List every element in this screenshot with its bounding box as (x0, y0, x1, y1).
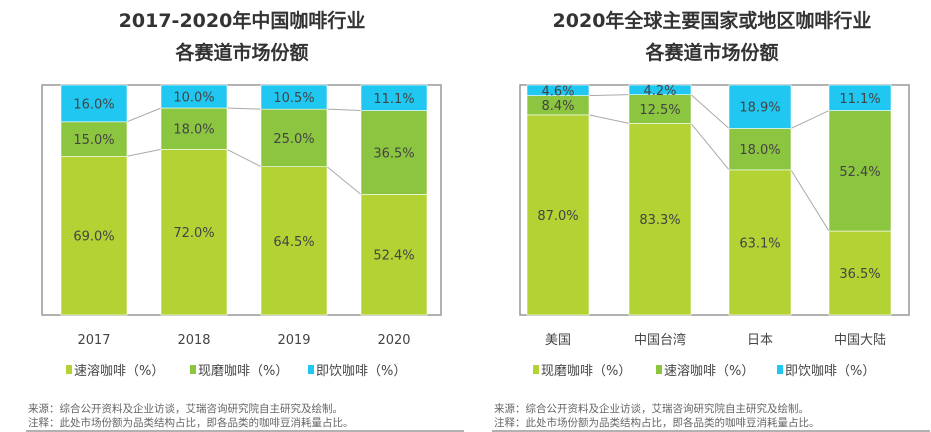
legend-label: 即饮咖啡（%） (316, 364, 406, 379)
legend-label: 现磨咖啡（%） (198, 364, 288, 379)
data-label: 4.2% (643, 84, 676, 99)
data-label: 10.5% (273, 91, 314, 106)
series-connector-line (226, 107, 262, 110)
bar-segment (728, 169, 792, 316)
bar-segment (828, 230, 892, 316)
footnote-source: 来源：综合公开资料及企业访谈，艾瑞咨询研究院自主研究及绘制。 (494, 402, 809, 415)
bar-segment (360, 110, 428, 195)
chart-subtitle: 各赛道市场份额 (644, 41, 778, 64)
series-connector-line (690, 123, 730, 171)
series-connector-line (588, 114, 630, 124)
bar-segment (526, 84, 590, 96)
legend-label: 现磨咖啡（%） (541, 364, 631, 379)
data-label: 72.0% (173, 226, 214, 241)
legend-swatch (656, 365, 662, 374)
chart-subtitle: 各赛道市场份额 (174, 41, 308, 64)
data-label: 64.5% (273, 235, 314, 250)
data-label: 15.0% (73, 133, 114, 148)
series-connector-line (126, 107, 162, 123)
legend-swatch (533, 365, 539, 374)
data-label: 18.0% (173, 123, 214, 138)
series-connector-line (790, 110, 830, 129)
category-tick-label: 2020 (377, 333, 410, 348)
data-label: 63.1% (739, 236, 780, 251)
data-label: 18.9% (739, 101, 780, 116)
data-label: 18.0% (739, 143, 780, 158)
plot-area-frame (41, 84, 442, 316)
bar-segment (260, 84, 328, 110)
data-label: 25.0% (273, 132, 314, 147)
series-connector-line (226, 148, 262, 168)
bar-segment (628, 123, 692, 316)
data-label: 36.5% (839, 267, 880, 282)
bar-segment (728, 128, 792, 171)
bar-segment (360, 84, 428, 111)
global-coffee-chart: 2020年全球主要国家或地区咖啡行业 各赛道市场份额 来源：综合公开资料及企业访… (492, 9, 930, 432)
category-tick-label: 2017 (77, 333, 110, 348)
bar-segment (728, 84, 792, 129)
category-tick-label: 2018 (177, 333, 210, 348)
chart-title: 2020年全球主要国家或地区咖啡行业 (553, 9, 872, 32)
category-tick-label: 日本 (747, 333, 773, 348)
legend-label: 即饮咖啡（%） (785, 364, 875, 379)
data-label: 83.3% (639, 213, 680, 228)
data-label: 52.4% (839, 165, 880, 180)
bar-segment (60, 156, 128, 316)
bar-segment (160, 107, 228, 150)
category-tick-label: 2019 (277, 333, 310, 348)
bar-segment (160, 84, 228, 109)
series-connector-line (588, 94, 630, 97)
data-label: 8.4% (541, 99, 574, 114)
category-tick-label: 美国 (545, 333, 571, 348)
category-tick-label: 中国台湾 (634, 332, 686, 348)
bar-segment (828, 84, 892, 111)
series-connector-line (126, 148, 162, 157)
data-label: 11.1% (839, 92, 880, 107)
data-label: 36.5% (373, 147, 414, 162)
bar-segment (360, 194, 428, 316)
bar-segment (526, 114, 590, 316)
footnote-note: 注释：此处市场份额为品类结构占比，即各品类的咖啡豆消耗量占比。 (28, 416, 354, 429)
series-connector-line (690, 94, 730, 129)
series-connector-line (326, 166, 362, 195)
data-label: 4.6% (541, 84, 574, 99)
data-label: 69.0% (73, 230, 114, 245)
data-label: 52.4% (373, 249, 414, 264)
series-connector-line (326, 108, 362, 112)
series-connector-line (790, 169, 830, 232)
legend-swatch (777, 365, 783, 374)
data-label: 11.1% (373, 92, 414, 107)
data-label: 12.5% (639, 103, 680, 118)
bar-segment (260, 108, 328, 167)
data-label: 87.0% (537, 209, 578, 224)
china-coffee-chart: 2017-2020年中国咖啡行业 各赛道市场份额 来源：综合公开资料及企业访谈，… (26, 9, 464, 432)
legend-swatch (66, 365, 72, 374)
footnote-note: 注释：此处市场份额为品类结构占比，即各品类的咖啡豆消耗量占比。 (494, 416, 820, 429)
bar-segment (628, 84, 692, 95)
bar-segment (60, 121, 128, 157)
legend-swatch (308, 365, 314, 374)
legend-swatch (190, 365, 196, 374)
chart-title: 2017-2020年中国咖啡行业 (119, 9, 366, 32)
data-label: 10.0% (173, 91, 214, 106)
data-label: 16.0% (73, 97, 114, 112)
bar-segment (60, 84, 128, 123)
bar-segment (260, 166, 328, 316)
footnote-source: 来源：综合公开资料及企业访谈，艾瑞咨询研究院自主研究及绘制。 (28, 402, 343, 415)
category-tick-label: 中国大陆 (834, 332, 886, 348)
legend-label: 速溶咖啡（%） (74, 364, 164, 379)
legend-label: 速溶咖啡（%） (664, 364, 754, 379)
bar-segment (828, 110, 892, 232)
bar-segment (160, 149, 228, 316)
plot-area-frame (519, 84, 910, 316)
